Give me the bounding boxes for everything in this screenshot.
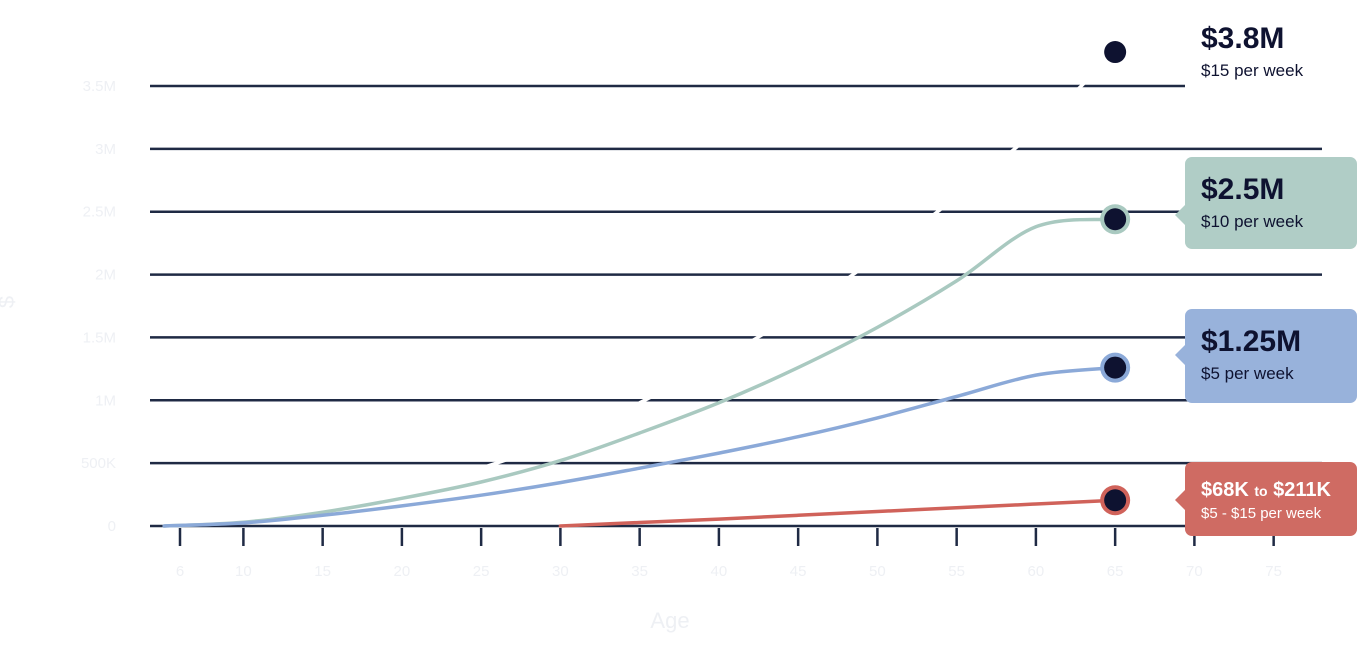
callout-subtitle: $10 per week (1201, 212, 1304, 231)
x-tick-label: 35 (631, 563, 648, 580)
callout-subtitle: $5 per week (1201, 364, 1294, 383)
x-tick-label: 20 (394, 563, 411, 580)
x-tick-label: 70 (1186, 563, 1203, 580)
series-dot-3 (1104, 489, 1127, 512)
series-line-2 (162, 365, 1117, 528)
callout-amount: $3.8M (1201, 22, 1285, 55)
y-tick-label: 2.5M (83, 204, 116, 221)
series-lines (162, 50, 1117, 528)
callout-amount-low: $68K (1201, 479, 1249, 501)
callout-amount-range: $68K to $211K (1201, 478, 1341, 503)
x-tick-label: 6 (176, 563, 184, 580)
x-tick-label: 15 (314, 563, 331, 580)
grid-lines (150, 84, 1322, 528)
y-tick-label: 2M (95, 267, 116, 284)
y-tick-label: 3M (95, 141, 116, 158)
y-axis-tick-labels: 0 500K 1M 1.5M 2M 2.5M 3M 3.5M (81, 78, 116, 535)
callout-amount-joiner: to (1254, 483, 1268, 499)
callout-1-25m: $1.25M $5 per week (1175, 309, 1357, 403)
callout-pointer (1175, 42, 1185, 62)
x-axis: 6 10 15 20 25 30 35 40 45 50 55 60 65 70 75 (176, 528, 1282, 580)
callout-pointer (1175, 490, 1185, 510)
series-line-1 (162, 217, 1117, 528)
x-axis-title: Age (650, 608, 689, 633)
x-tick-label: 10 (235, 563, 252, 580)
y-tick-label: 1.5M (83, 329, 116, 346)
x-tick-label: 65 (1107, 563, 1124, 580)
series-line-3 (558, 498, 1117, 528)
callout-subtitle: $15 per week (1201, 61, 1304, 80)
x-tick-label: 25 (473, 563, 490, 580)
callout-subtitle: $5 - $15 per week (1201, 505, 1322, 522)
series-dot-0 (1104, 41, 1127, 64)
y-tick-label: 3.5M (83, 78, 116, 95)
x-tick-label: 55 (948, 563, 965, 580)
x-tick-label: 50 (869, 563, 886, 580)
callout-68k-211k: $68K to $211K $5 - $15 per week (1175, 462, 1357, 536)
series-dot-2 (1104, 356, 1127, 379)
y-tick-label: 1M (95, 392, 116, 409)
callout-pointer (1175, 205, 1185, 225)
series-line-0 (162, 50, 1117, 528)
y-tick-label: 500K (81, 455, 116, 472)
y-tick-label: 0 (108, 518, 116, 535)
x-tick-label: 60 (1028, 563, 1045, 580)
callout-amount-high: $211K (1273, 479, 1331, 501)
callout-amount: $1.25M (1201, 325, 1302, 358)
callout-pointer (1175, 345, 1185, 365)
callout-3-8m: $3.8M $15 per week (1175, 6, 1357, 100)
callout-2-5m: $2.5M $10 per week (1175, 157, 1357, 249)
x-tick-label: 45 (790, 563, 807, 580)
x-tick-label: 75 (1265, 563, 1282, 580)
series-end-dots (1100, 37, 1131, 516)
x-tick-label: 30 (552, 563, 569, 580)
x-tick-label: 40 (711, 563, 728, 580)
y-axis-title: $ (0, 296, 19, 308)
callout-amount: $2.5M (1201, 173, 1285, 206)
series-dot-1 (1104, 208, 1127, 231)
